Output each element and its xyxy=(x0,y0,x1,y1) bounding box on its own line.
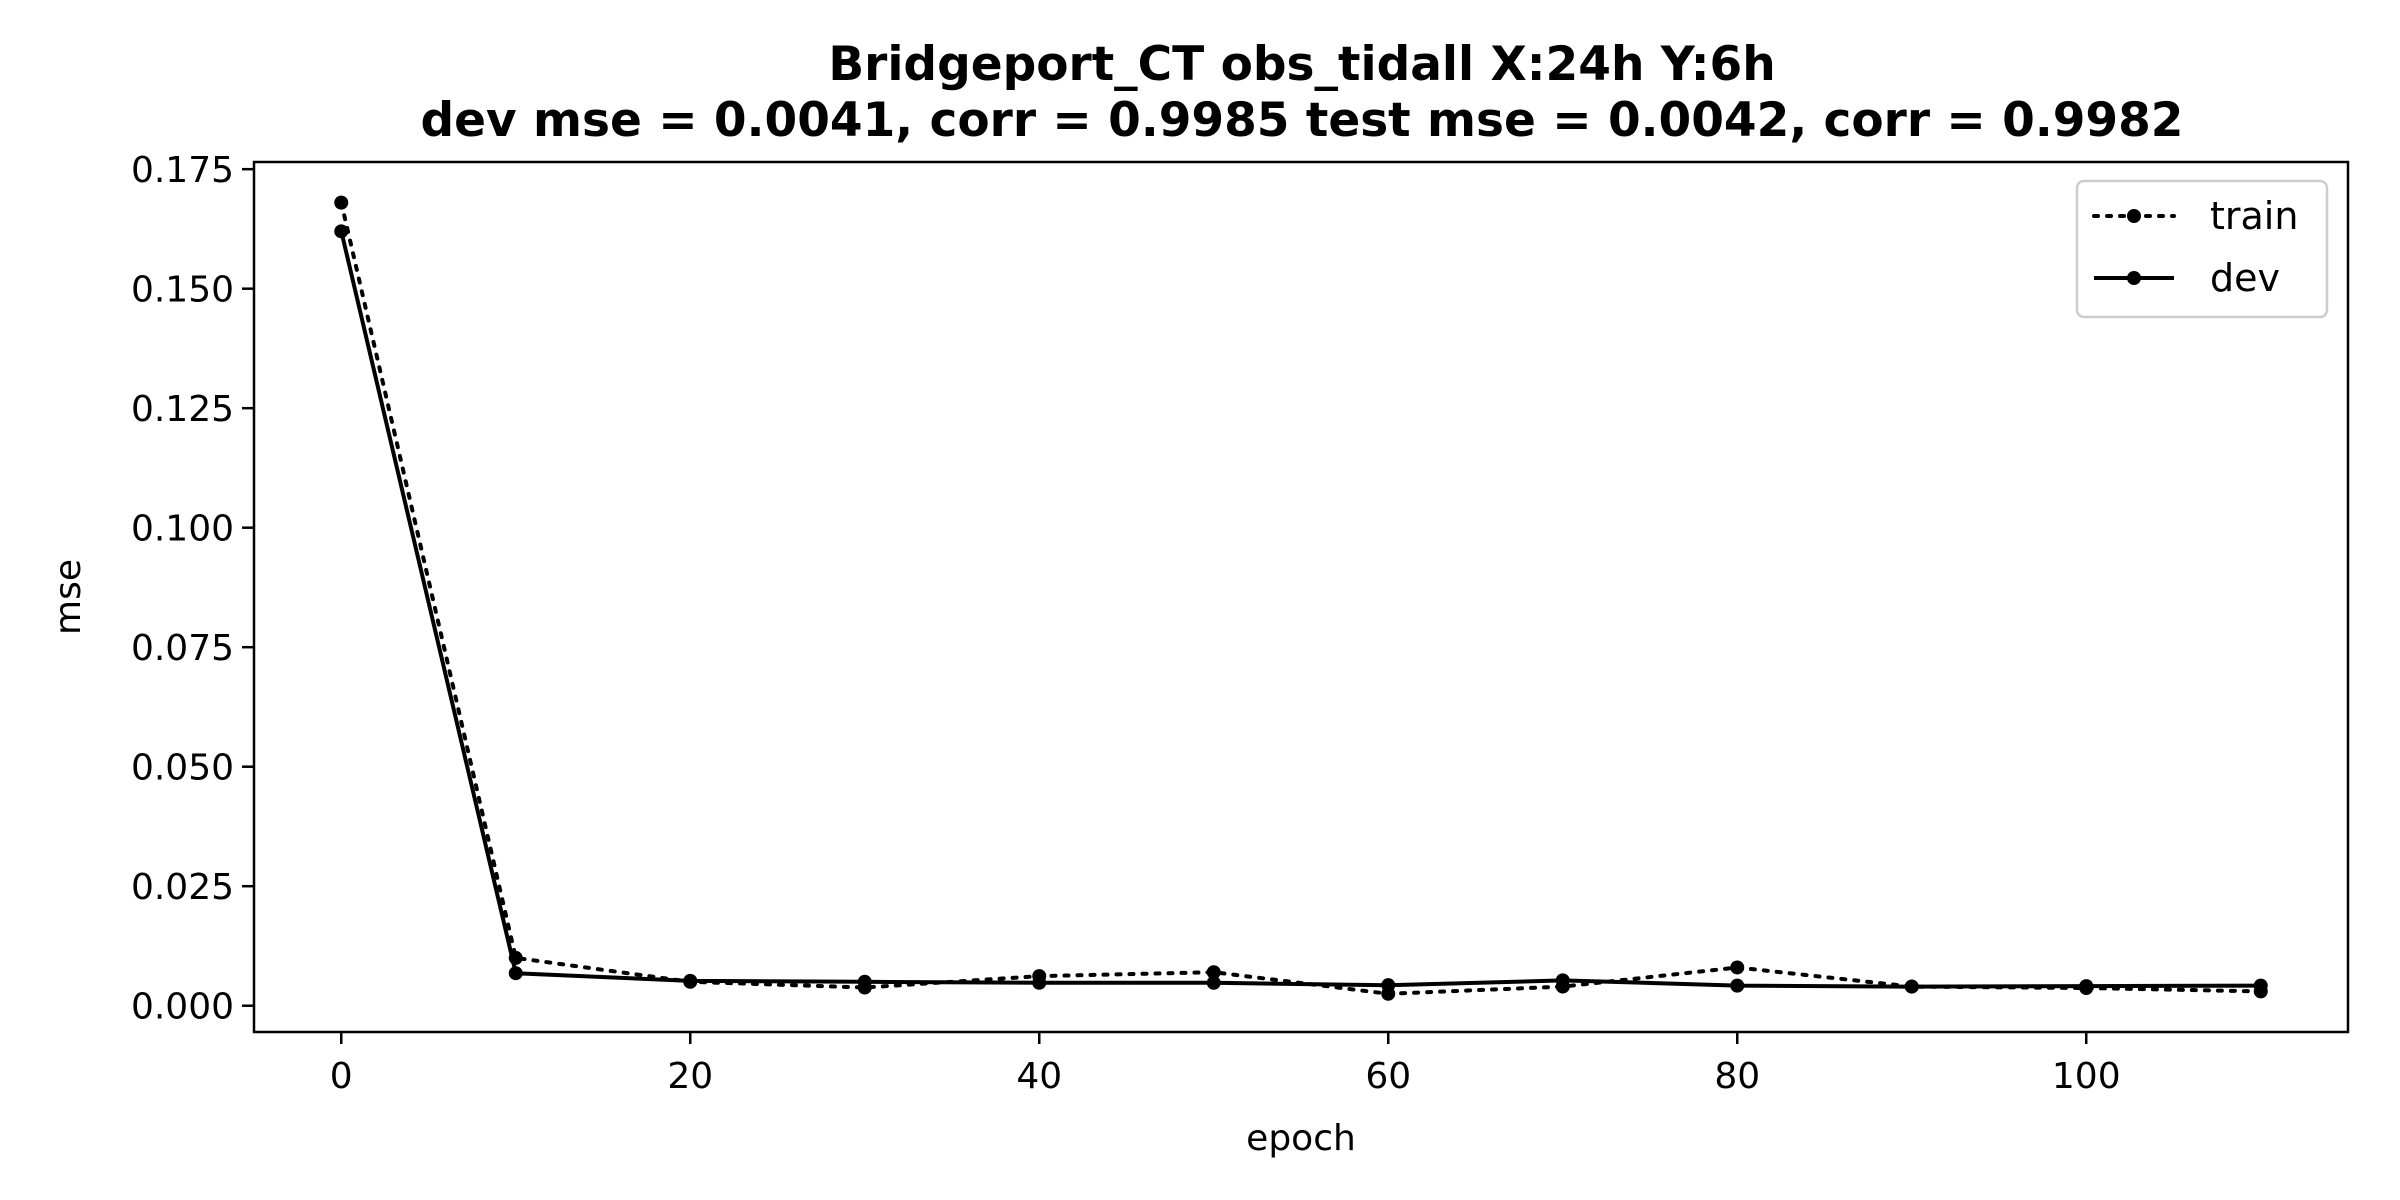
series-line-dev xyxy=(339,229,2263,989)
data-point-dev xyxy=(2079,979,2094,994)
data-point-dev xyxy=(334,224,349,239)
data-point-dev xyxy=(1206,975,1221,990)
series-line-train xyxy=(339,200,2263,996)
x-tick-label: 0 xyxy=(330,1056,353,1097)
x-tick-label: 40 xyxy=(1016,1056,1062,1097)
x-axis: 0 20 40 60 80 100 xyxy=(330,1032,2121,1097)
data-point-train xyxy=(334,195,349,210)
y-tick-label: 0.075 xyxy=(131,628,234,669)
x-tick-label: 100 xyxy=(2052,1056,2121,1097)
data-point-dev xyxy=(857,974,872,989)
plot-area xyxy=(334,195,2268,1001)
chart-title: Bridgeport_CT obs_tidall X:24h Y:6h xyxy=(828,37,1775,92)
data-point-dev xyxy=(1555,973,1570,988)
data-point-dev xyxy=(508,966,523,981)
y-tick-label: 0.025 xyxy=(131,867,234,908)
chart-subtitle: dev mse = 0.0041, corr = 0.9985 test mse… xyxy=(420,93,2183,148)
x-axis-label: epoch xyxy=(1246,1118,1356,1159)
legend-label-train: train xyxy=(2210,194,2298,238)
legend-label-dev: dev xyxy=(2210,256,2280,300)
data-point-dev xyxy=(683,973,698,988)
data-point-dev xyxy=(1381,978,1396,993)
data-point-train xyxy=(1730,960,1745,975)
x-tick-label: 80 xyxy=(1714,1056,1760,1097)
x-tick-label: 60 xyxy=(1365,1056,1411,1097)
y-tick-label: 0.175 xyxy=(131,150,234,191)
data-point-dev xyxy=(2253,978,2268,993)
plot-frame xyxy=(252,160,2350,1034)
y-axis: 0.000 0.025 0.050 0.075 0.100 0.125 0.150 0.175 xyxy=(131,150,254,1028)
x-tick-label: 20 xyxy=(667,1056,713,1097)
y-tick-label: 0.125 xyxy=(131,389,234,430)
legend-marker-train xyxy=(2127,209,2141,223)
data-point-dev xyxy=(1730,978,1745,993)
data-point-dev xyxy=(1904,979,1919,994)
y-tick-label: 0.100 xyxy=(131,509,234,550)
y-tick-label: 0.000 xyxy=(131,987,234,1028)
legend: train dev xyxy=(2075,179,2329,319)
y-tick-label: 0.150 xyxy=(131,270,234,311)
data-point-train xyxy=(1206,965,1221,980)
y-tick-label: 0.050 xyxy=(131,748,234,789)
y-axis-label: mse xyxy=(48,559,89,635)
data-point-dev xyxy=(1032,975,1047,990)
legend-marker-dev xyxy=(2127,271,2141,285)
